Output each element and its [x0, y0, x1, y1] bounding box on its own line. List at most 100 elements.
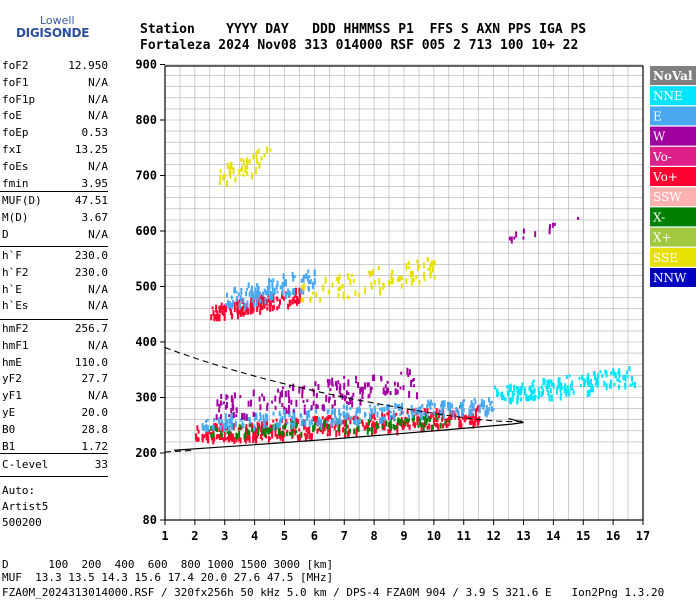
param-name: hmF2	[2, 322, 29, 335]
echo-point	[266, 402, 269, 406]
echo-point	[424, 408, 427, 413]
echo-point	[241, 413, 244, 421]
echo-point	[268, 284, 271, 291]
echo-point	[269, 279, 272, 283]
echo-point	[422, 425, 425, 433]
echo-point	[347, 401, 350, 405]
echo-point	[245, 291, 248, 297]
echo-point	[418, 280, 421, 286]
echo-point	[253, 417, 256, 422]
echo-point	[312, 389, 315, 397]
echo-point	[321, 423, 324, 430]
echo-point	[225, 401, 228, 408]
param-value: 230.0	[74, 265, 108, 279]
echo-point	[344, 427, 347, 434]
x-tick-label: 14	[546, 529, 560, 543]
auto-label: Auto:	[2, 484, 36, 497]
echo-point	[231, 416, 234, 420]
echo-point	[469, 409, 472, 414]
echo-point	[408, 261, 411, 266]
echo-point	[557, 383, 560, 388]
echo-point	[342, 295, 345, 300]
echo-point	[345, 420, 348, 426]
echo-point	[414, 422, 417, 429]
echo-point	[203, 434, 206, 439]
echo-point	[219, 425, 222, 431]
x-tick-label: 7	[341, 529, 348, 543]
echo-point	[223, 431, 226, 438]
echo-point	[631, 381, 634, 386]
echo-point	[586, 389, 589, 397]
echo-point	[369, 386, 372, 391]
echo-point	[248, 158, 251, 164]
echo-point	[542, 378, 545, 386]
echo-point	[226, 426, 229, 431]
echo-point	[288, 396, 291, 404]
echo-point	[416, 410, 419, 414]
echo-point	[248, 291, 251, 297]
echo-point	[528, 395, 531, 400]
echo-point	[219, 169, 222, 174]
echo-point	[278, 410, 281, 416]
echo-point	[291, 422, 294, 429]
echo-point	[224, 404, 227, 410]
echo-point	[373, 417, 376, 421]
echo-point	[267, 427, 270, 435]
echo-point	[259, 433, 262, 439]
echo-point	[290, 431, 293, 436]
param-value: 256.7	[74, 322, 108, 335]
echo-point	[266, 414, 269, 422]
echo-point	[322, 426, 325, 433]
echo-point	[349, 407, 352, 411]
echo-point	[334, 408, 337, 412]
echo-point	[326, 409, 329, 415]
echo-point	[281, 415, 284, 420]
echo-point	[358, 406, 361, 412]
echo-point	[230, 408, 233, 414]
echo-point	[431, 402, 434, 406]
echo-point	[252, 389, 255, 397]
echo-point	[352, 279, 355, 284]
echo-point	[321, 416, 324, 420]
echo-point	[545, 385, 548, 389]
echo-point	[294, 299, 297, 304]
echo-point	[225, 437, 228, 441]
echo-point	[450, 415, 453, 420]
param-value: 0.53	[81, 126, 109, 140]
echo-point	[226, 162, 229, 169]
param-value: 27.7	[81, 372, 109, 386]
echo-point	[382, 387, 385, 395]
echo-point	[258, 396, 261, 402]
echo-point	[205, 424, 208, 428]
echo-point	[339, 420, 342, 424]
param-row-foe: foE N/A	[2, 109, 108, 125]
echo-point	[415, 275, 418, 280]
echo-point	[279, 285, 282, 290]
legend-label: NNW	[653, 271, 687, 285]
echo-point	[437, 412, 440, 419]
echo-point	[228, 168, 231, 176]
echo-point	[231, 404, 234, 409]
echo-point	[246, 429, 249, 436]
echo-point	[238, 299, 241, 303]
echo-point	[324, 417, 327, 422]
param-name: D	[2, 227, 9, 241]
echo-point	[338, 431, 341, 436]
echo-point	[201, 437, 204, 443]
echo-point	[328, 430, 331, 436]
echo-point	[398, 275, 401, 282]
echo-point	[261, 393, 264, 397]
echo-point	[253, 430, 256, 434]
echo-point	[242, 311, 245, 317]
echo-point	[349, 397, 352, 405]
echo-point	[254, 435, 257, 443]
echo-point	[435, 413, 438, 418]
echo-point	[436, 417, 439, 421]
echo-point	[266, 306, 269, 311]
echo-point	[251, 427, 254, 433]
echo-point	[248, 430, 251, 436]
x-tick-label: 12	[486, 529, 500, 543]
echo-point	[232, 167, 235, 175]
echo-point	[326, 379, 329, 384]
legend-swatch	[650, 167, 696, 186]
